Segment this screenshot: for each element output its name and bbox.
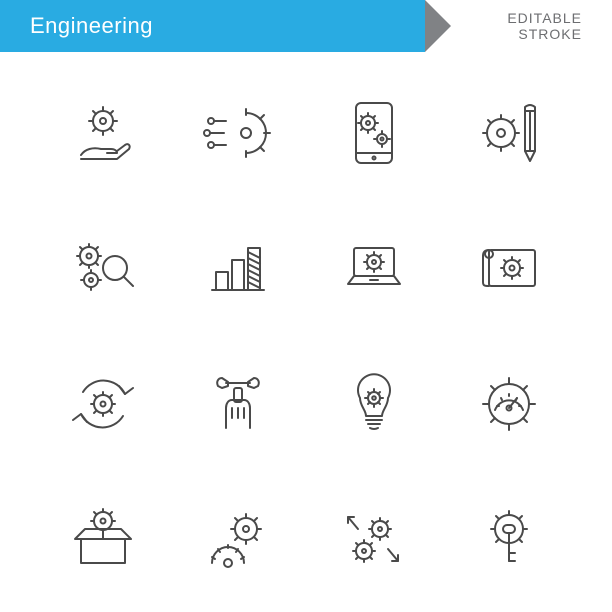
gears-linked-icon <box>191 492 287 588</box>
gear-circuit-icon <box>191 85 287 181</box>
bar-chart-icon <box>191 221 287 317</box>
gear-pencil-icon <box>462 85 558 181</box>
gear-refresh-icon <box>55 356 151 452</box>
gear-key-icon <box>462 492 558 588</box>
icon-grid <box>55 85 557 587</box>
hand-wrench-icon <box>191 356 287 452</box>
blueprint-gear-icon <box>462 221 558 317</box>
gear-hand-icon <box>55 85 151 181</box>
gears-arrows-icon <box>326 492 422 588</box>
laptop-gear-icon <box>326 221 422 317</box>
badge-line-2: STROKE <box>507 26 582 42</box>
badge-line-1: EDITABLE <box>507 10 582 26</box>
header: Engineering EDITABLE STROKE <box>0 0 612 52</box>
gear-gauge-icon <box>462 356 558 452</box>
header-band: Engineering <box>0 0 425 52</box>
box-gear-icon <box>55 492 151 588</box>
bulb-gear-icon <box>326 356 422 452</box>
gears-magnify-icon <box>55 221 151 317</box>
page-title: Engineering <box>30 13 153 39</box>
editable-stroke-badge: EDITABLE STROKE <box>507 10 582 42</box>
header-arrow <box>425 0 451 52</box>
phone-gears-icon <box>326 85 422 181</box>
